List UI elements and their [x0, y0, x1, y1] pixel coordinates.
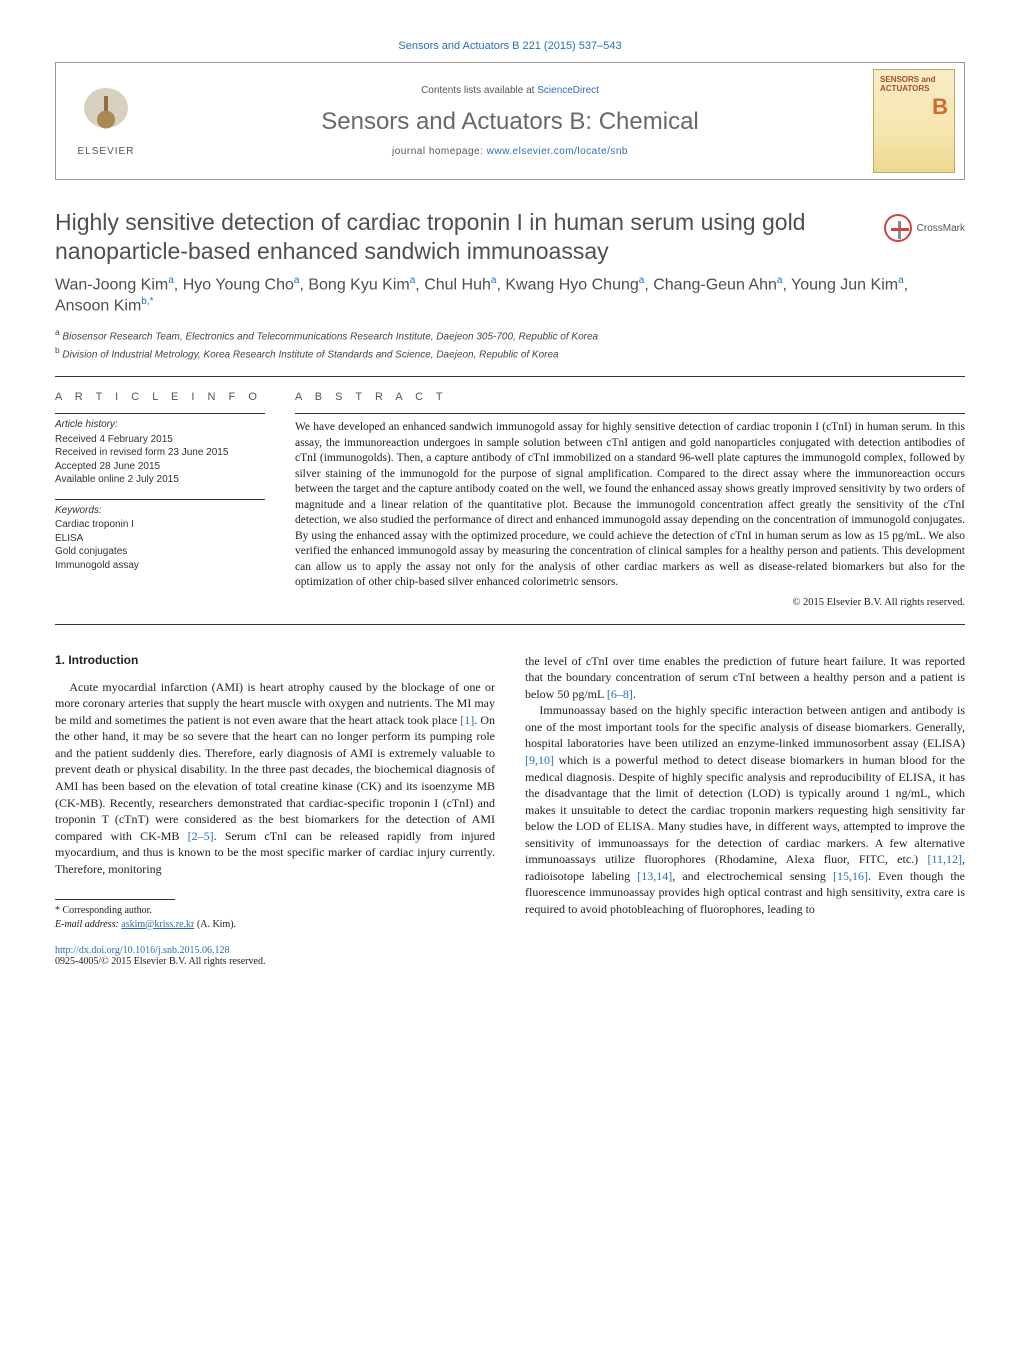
- issn-copyright: 0925-4005/© 2015 Elsevier B.V. All right…: [55, 956, 265, 967]
- abstract-text: We have developed an enhanced sandwich i…: [295, 413, 965, 591]
- body-columns: 1. Introduction Acute myocardial infarct…: [55, 653, 965, 968]
- affiliations: a Biosensor Research Team, Electronics a…: [55, 327, 965, 362]
- homepage-link[interactable]: www.elsevier.com/locate/snb: [487, 146, 628, 157]
- crossmark-icon: [884, 214, 912, 242]
- doi-block: http://dx.doi.org/10.1016/j.snb.2015.06.…: [55, 945, 495, 967]
- email-tail: (A. Kim).: [194, 919, 236, 930]
- history-line: Received in revised form 23 June 2015: [55, 446, 265, 460]
- elsevier-tree-icon: [78, 86, 134, 142]
- publisher-name: ELSEVIER: [78, 146, 135, 157]
- doi-link[interactable]: http://dx.doi.org/10.1016/j.snb.2015.06.…: [55, 945, 230, 956]
- crossmark-label: CrossMark: [917, 223, 965, 234]
- abstract-column: a b s t r a c t We have developed an enh…: [295, 391, 965, 608]
- citation-header: Sensors and Actuators B 221 (2015) 537–5…: [55, 40, 965, 52]
- article-info-column: a r t i c l e i n f o Article history: R…: [55, 391, 265, 608]
- history-line: Available online 2 July 2015: [55, 473, 265, 487]
- affiliation-b: b Division of Industrial Metrology, Kore…: [55, 345, 965, 362]
- keyword: ELISA: [55, 532, 265, 546]
- cover-letter: B: [932, 94, 948, 120]
- footnote-divider: [55, 899, 175, 900]
- article-title: Highly sensitive detection of cardiac tr…: [55, 208, 870, 266]
- footnotes: * Corresponding author. E-mail address: …: [55, 904, 495, 931]
- keyword: Cardiac troponin I: [55, 518, 265, 532]
- body-paragraph: the level of cTnI over time enables the …: [525, 653, 965, 703]
- abstract-copyright: © 2015 Elsevier B.V. All rights reserved…: [295, 597, 965, 608]
- homepage-prefix: journal homepage:: [392, 146, 487, 157]
- publisher-logo-block: ELSEVIER: [56, 63, 156, 179]
- keywords-subhead: Keywords:: [55, 504, 265, 518]
- keyword: Immunogold assay: [55, 559, 265, 573]
- article-info-heading: a r t i c l e i n f o: [55, 391, 265, 403]
- article-history-block: Article history: Received 4 February 201…: [55, 413, 265, 487]
- email-line: E-mail address: askim@kriss.re.kr (A. Ki…: [55, 918, 495, 932]
- corresponding-email-link[interactable]: askim@kriss.re.kr: [121, 919, 194, 930]
- affiliation-a: a Biosensor Research Team, Electronics a…: [55, 327, 965, 344]
- cover-title: SENSORS and ACTUATORS: [880, 76, 948, 94]
- crossmark-badge[interactable]: CrossMark: [884, 214, 965, 242]
- journal-name: Sensors and Actuators B: Chemical: [166, 108, 854, 136]
- body-paragraph: Acute myocardial infarction (AMI) is hea…: [55, 679, 495, 878]
- contents-prefix: Contents lists available at: [421, 85, 537, 96]
- abstract-heading: a b s t r a c t: [295, 391, 965, 403]
- keyword: Gold conjugates: [55, 545, 265, 559]
- journal-cover-block: SENSORS and ACTUATORS B: [864, 63, 964, 179]
- body-paragraph: Immunoassay based on the highly specific…: [525, 702, 965, 917]
- keywords-block: Keywords: Cardiac troponin I ELISA Gold …: [55, 499, 265, 573]
- contents-line: Contents lists available at ScienceDirec…: [166, 85, 854, 96]
- history-line: Received 4 February 2015: [55, 433, 265, 447]
- divider: [55, 624, 965, 625]
- history-line: Accepted 28 June 2015: [55, 460, 265, 474]
- homepage-line: journal homepage: www.elsevier.com/locat…: [166, 146, 854, 157]
- history-subhead: Article history:: [55, 418, 265, 432]
- authors-line: Wan-Joong Kima, Hyo Young Choa, Bong Kyu…: [55, 274, 965, 318]
- journal-cover-icon: SENSORS and ACTUATORS B: [873, 69, 955, 173]
- email-label: E-mail address:: [55, 919, 121, 930]
- body-column-left: 1. Introduction Acute myocardial infarct…: [55, 653, 495, 968]
- body-column-right: the level of cTnI over time enables the …: [525, 653, 965, 968]
- journal-header: ELSEVIER Contents lists available at Sci…: [55, 62, 965, 180]
- sciencedirect-link[interactable]: ScienceDirect: [537, 85, 599, 96]
- section-heading: 1. Introduction: [55, 653, 495, 667]
- journal-header-center: Contents lists available at ScienceDirec…: [156, 63, 864, 179]
- corresponding-author-note: * Corresponding author.: [55, 904, 495, 918]
